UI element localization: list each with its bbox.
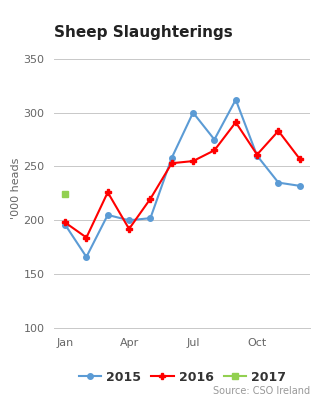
Y-axis label: '000 heads: '000 heads	[11, 157, 21, 219]
2016	[170, 161, 174, 166]
2015	[170, 156, 174, 160]
2015	[106, 212, 110, 217]
Text: Sheep Slaughterings: Sheep Slaughterings	[54, 25, 233, 40]
2016	[234, 120, 238, 125]
2015	[191, 110, 195, 115]
2015	[276, 180, 280, 185]
2016	[106, 190, 110, 195]
2015	[148, 216, 152, 220]
2016	[191, 159, 195, 164]
2015	[234, 97, 238, 102]
2016	[84, 235, 88, 240]
Line: 2016: 2016	[62, 120, 302, 240]
Text: Source: CSO Ireland: Source: CSO Ireland	[213, 386, 310, 396]
Legend: 2015, 2016, 2017: 2015, 2016, 2017	[79, 371, 286, 384]
Line: 2015: 2015	[62, 97, 302, 260]
2015	[212, 137, 216, 142]
2016	[63, 220, 67, 225]
2015	[298, 184, 302, 188]
2016	[298, 156, 302, 161]
2015	[127, 218, 131, 223]
2016	[148, 196, 152, 201]
2015	[255, 153, 259, 158]
2015	[63, 222, 67, 227]
2016	[127, 226, 131, 231]
2016	[212, 148, 216, 153]
2016	[276, 128, 280, 133]
2015	[84, 254, 88, 259]
2016	[255, 152, 259, 157]
